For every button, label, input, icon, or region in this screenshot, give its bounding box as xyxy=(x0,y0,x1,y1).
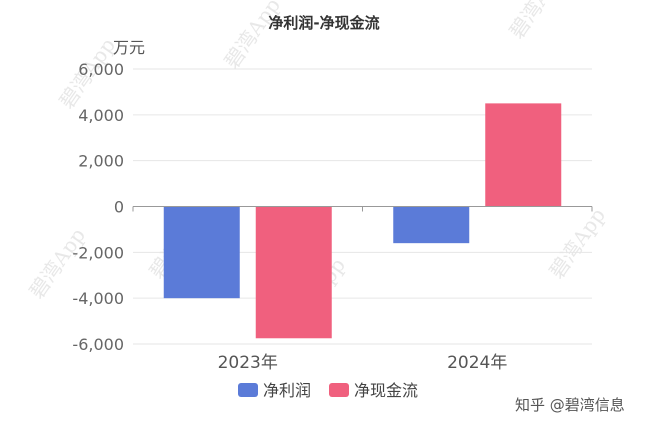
y-tick-label-2: 2,000 xyxy=(78,152,124,171)
legend-swatch-0 xyxy=(238,383,258,397)
bar-0-1[interactable] xyxy=(255,206,332,339)
y-tick-label-4: -2,000 xyxy=(72,243,124,262)
legend-swatch-1 xyxy=(329,383,349,397)
legend-label-1: 净现金流 xyxy=(354,381,418,400)
watermark-1: 碧湾App xyxy=(219,0,285,73)
brand-watermark: 知乎 @碧湾信息 xyxy=(515,396,625,414)
y-tick-label-0: 6,000 xyxy=(78,60,124,79)
legend-item-0[interactable]: 净利润 xyxy=(238,381,311,400)
x-category-label-1: 2024年 xyxy=(447,353,507,373)
x-category-label-0: 2023年 xyxy=(218,353,278,373)
y-tick-label-1: 4,000 xyxy=(78,106,124,125)
y-axis-ticks: 6,000 4,000 2,000 0 -2,000 -4,000 -6,000 xyxy=(72,60,124,354)
legend[interactable]: 净利润 净现金流 xyxy=(238,381,418,400)
watermark-2: 碧湾App xyxy=(504,0,570,43)
y-axis-unit: 万元 xyxy=(113,38,145,57)
x-axis-categories: 2023年 2024年 xyxy=(132,206,593,373)
bar-0-0[interactable] xyxy=(163,206,240,299)
legend-label-0: 净利润 xyxy=(263,381,311,400)
y-tick-label-3: 0 xyxy=(114,198,124,217)
legend-item-1[interactable]: 净现金流 xyxy=(329,381,418,400)
bar-1-0[interactable] xyxy=(393,206,470,244)
bar-1-1[interactable] xyxy=(485,103,562,207)
watermark-5: 碧湾App xyxy=(544,204,610,283)
bars xyxy=(163,103,562,339)
chart-title: 净利润-净现金流 xyxy=(268,14,379,32)
y-tick-label-5: -4,000 xyxy=(72,289,124,308)
y-tick-label-6: -6,000 xyxy=(72,335,124,354)
